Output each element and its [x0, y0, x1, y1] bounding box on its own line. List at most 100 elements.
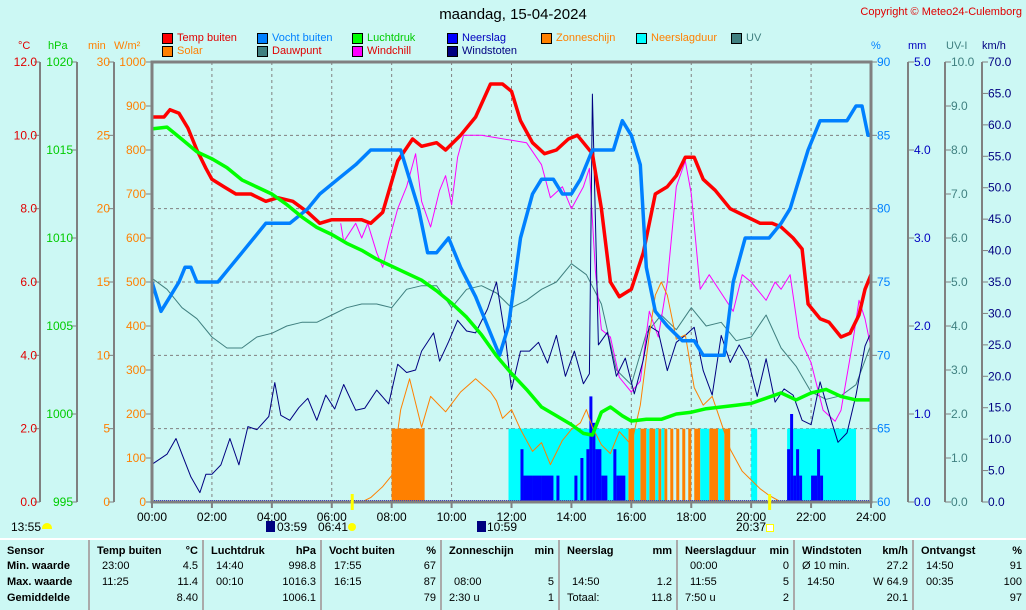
stats-value: 1.2 [656, 576, 672, 588]
stats-value: 11.8 [651, 592, 672, 604]
stats-row-label: Min. waarde [7, 560, 70, 572]
legend-label: Windstoten [462, 45, 518, 57]
bar-zonneschijn [649, 428, 656, 502]
stats-column-windstoten: Windstoten km/h Ø 10 min. 27.2 14:50 W 64.9 20… [793, 540, 914, 610]
axis-label-solar: 400 [126, 319, 146, 333]
stats-time: 14:50 [807, 576, 835, 588]
axis-label-rain: 1.0 [914, 407, 931, 421]
bar-neerslag [796, 449, 800, 502]
bar-neerslag [811, 475, 818, 502]
legend-label: Neerslagduur [651, 32, 718, 44]
axis-label-humidity: 65 [877, 422, 891, 436]
stats-time: 08:00 [454, 576, 482, 588]
axis-label-uv: 8.0 [951, 143, 968, 157]
stats-unit: °C [185, 545, 198, 557]
bar-neerslag [556, 475, 560, 502]
legend-item-uv: UV [731, 32, 761, 44]
stats-value: 8.40 [176, 592, 198, 604]
axis-label-uv: 2.0 [951, 407, 968, 421]
axis-label-pressure: 1020 [46, 55, 73, 69]
stats-unit: % [1012, 545, 1022, 557]
axis-label-sunmin: 10 [97, 348, 111, 362]
axis-label-humidity: 90 [877, 55, 891, 69]
x-tick-label: 14:00 [556, 510, 586, 524]
stats-unit: hPa [295, 545, 316, 557]
axis-label-uv: 6.0 [951, 231, 968, 245]
moonrise-icon [266, 521, 275, 532]
axis-label-wind: 35.0 [988, 275, 1012, 289]
axis-label-pressure: 1010 [46, 231, 73, 245]
x-tick-label: 16:00 [616, 510, 646, 524]
bar-zonneschijn [694, 428, 701, 502]
axis-label-temp: 4.0 [20, 348, 37, 362]
stats-header: Neerslag [567, 545, 614, 557]
legend-item-neerslagduur: Neerslagduur [636, 32, 717, 44]
axis-label-sunmin: 20 [97, 202, 111, 216]
stats-header: Sensor [7, 545, 45, 557]
stats-value: 2 [782, 592, 789, 604]
legend-label: Temp buiten [177, 32, 237, 44]
series-lines [150, 82, 873, 503]
stats-value: 998.8 [288, 560, 316, 572]
axis-label-wind: 25.0 [988, 338, 1012, 352]
sunrise-icon [348, 523, 356, 531]
axis-label-humidity: 85 [877, 128, 891, 142]
axes: 0.02.04.06.08.010.012.099510001005101010… [14, 55, 1012, 509]
bar-zonneschijn [709, 428, 719, 502]
legend-label: Vocht buiten [272, 32, 333, 44]
series-vocht-buiten [150, 104, 871, 358]
bar-zonneschijn [676, 428, 680, 502]
sunset-icon [766, 524, 774, 532]
axis-label-sunmin: 0 [103, 495, 110, 509]
x-tick-label: 18:00 [676, 510, 706, 524]
x-axis: 00:00 02:00 04:00 06:00 08:00 10:00 12:00 14:00… [137, 494, 886, 524]
stats-value: 5 [547, 576, 554, 588]
axis-label-sunmin: 5 [103, 422, 110, 436]
bar-neerslag [787, 449, 791, 502]
x-tick-label: 00:00 [137, 510, 167, 524]
axis-label-uv: 4.0 [951, 319, 968, 333]
stats-value: W 64.9 [873, 576, 908, 588]
axis-unit-solar: W/m² [114, 40, 141, 52]
axis-unit-rain: mm [908, 40, 927, 52]
axis-unit-sunmin: min [88, 40, 106, 52]
x-tick-label: 22:00 [796, 510, 826, 524]
axis-label-temp: 6.0 [20, 275, 37, 289]
bar-neerslag [541, 475, 554, 502]
bar-neerslagduur [646, 428, 650, 502]
legend-item-vocht-buiten: Vocht buiten [257, 32, 333, 44]
legend-swatch [541, 32, 552, 44]
bar-zonneschijn [688, 428, 692, 502]
series-luchtdruk [151, 125, 871, 437]
legend-label: Windchill [367, 45, 412, 57]
stats-value: 91 [1009, 560, 1022, 572]
stats-header: Neerslagduur [685, 545, 756, 557]
axis-label-solar: 200 [126, 407, 146, 421]
legend-item-windstoten: Windstoten [447, 45, 517, 57]
stats-unit: km/h [882, 545, 908, 557]
axis-unit-wind: km/h [982, 40, 1006, 52]
stats-time: Ø 10 min. [802, 560, 850, 572]
stats-time: 14:50 [572, 576, 600, 588]
axis-label-wind: 45.0 [988, 212, 1012, 226]
stats-value: 0 [782, 560, 789, 572]
axis-label-humidity: 80 [877, 202, 891, 216]
axis-label-wind: 50.0 [988, 181, 1012, 195]
moonrise-time: 03:59 [277, 520, 308, 534]
stats-column-vocht-buiten: Vocht buiten% 17:55 67 16:15 87 79 [320, 540, 442, 610]
solar-noon-time: 10:59 [487, 520, 518, 534]
bar-neerslagduur [718, 428, 725, 502]
stats-value: 87 [423, 576, 436, 588]
bar-zonneschijn [658, 428, 662, 502]
solar-noon-icon [477, 521, 486, 532]
axis-label-uv: 10.0 [951, 55, 975, 69]
axis-label-solar: 500 [126, 275, 146, 289]
legend-label: Dauwpunt [272, 45, 322, 57]
axis-label-solar: 100 [126, 451, 146, 465]
axis-label-wind: 15.0 [988, 401, 1012, 415]
legend-swatch [447, 32, 458, 44]
stats-header: Windstoten [802, 545, 862, 557]
axis-label-pressure: 1005 [46, 319, 73, 333]
axis-label-wind: 5.0 [988, 464, 1005, 478]
stats-unit: % [426, 545, 436, 557]
